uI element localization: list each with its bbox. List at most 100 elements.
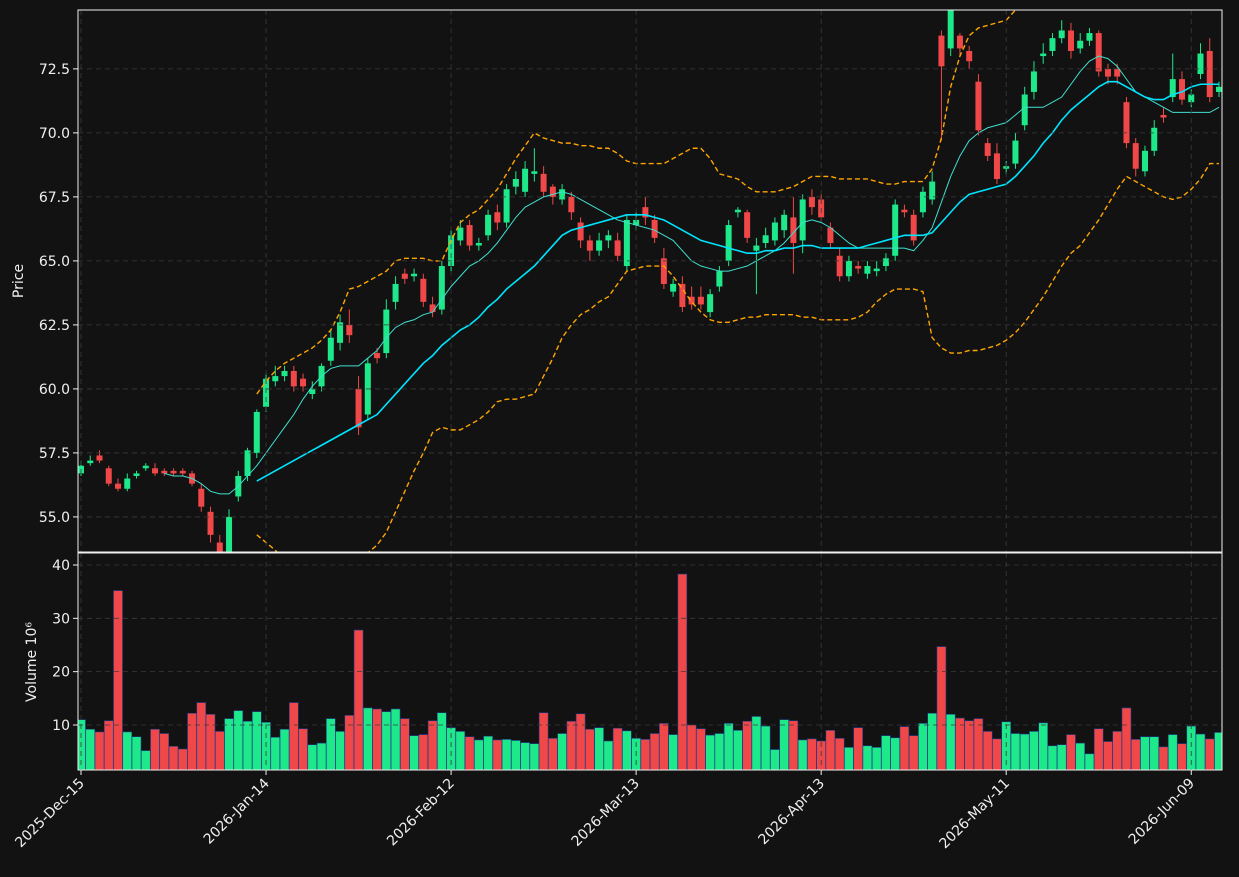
volume-bar <box>85 728 96 770</box>
candle-body <box>466 225 473 246</box>
volume-bar <box>871 747 882 770</box>
volume-bar <box>918 723 928 770</box>
candle-body <box>734 209 741 213</box>
candle-body <box>651 219 658 238</box>
volume-bar <box>298 728 308 770</box>
candle-body <box>1058 30 1065 39</box>
candle-body <box>374 353 381 359</box>
candle-body <box>1012 140 1019 164</box>
volume-bar <box>751 716 762 770</box>
candle-body <box>475 242 482 246</box>
volume-bar <box>409 735 419 770</box>
volume-bar <box>437 712 447 770</box>
y-tick-label: 20 <box>52 665 70 681</box>
volume-bar <box>270 736 281 770</box>
candle-body <box>1151 127 1158 151</box>
candle-body <box>901 209 908 213</box>
volume-bar <box>390 708 401 770</box>
volume-bar <box>890 737 900 770</box>
candle-body <box>697 296 704 305</box>
candle-body <box>309 388 316 395</box>
volume-bar <box>862 745 873 770</box>
volume-bar <box>1112 731 1123 770</box>
candle-body <box>855 266 862 269</box>
volume-bar <box>1167 734 1178 770</box>
volume-bar <box>492 739 503 770</box>
candle-body <box>781 214 788 231</box>
candle-body <box>142 465 149 469</box>
volume-bar <box>640 739 651 770</box>
volume-bar <box>779 719 789 770</box>
candle-body <box>790 217 797 243</box>
candle-body <box>559 189 566 200</box>
volume-bar <box>1038 722 1049 770</box>
volume-bar <box>788 720 799 770</box>
candle-body <box>771 222 778 241</box>
volume-bar <box>612 727 623 770</box>
candle-body <box>170 470 177 474</box>
volume-bar <box>326 718 336 770</box>
candle-body <box>1206 50 1213 98</box>
candle-body <box>1021 94 1028 126</box>
candle-body <box>873 268 880 272</box>
volume-bar <box>853 727 863 770</box>
candle-body <box>882 258 889 267</box>
volume-bar <box>307 744 318 770</box>
candle-body <box>531 171 538 174</box>
volume-bar <box>760 725 771 770</box>
candle-body <box>540 173 547 192</box>
candle-body <box>124 478 131 489</box>
candle-body <box>494 212 501 223</box>
volume-bar <box>696 728 706 770</box>
volume-bar <box>594 727 604 770</box>
volume-bar <box>400 718 410 770</box>
candle-body <box>892 204 899 256</box>
volume-bar <box>1103 741 1113 770</box>
volume-bar <box>94 731 105 770</box>
volume-bar <box>908 735 919 770</box>
candle-body <box>1049 38 1056 51</box>
volume-bar <box>834 738 845 770</box>
candle-body <box>827 227 834 243</box>
volume-bar <box>205 714 216 770</box>
candle-body <box>956 35 963 49</box>
candle-body <box>975 81 982 131</box>
candle-body <box>966 50 973 62</box>
candle-body <box>549 186 556 197</box>
volume-bar <box>1029 731 1039 770</box>
volume-bar <box>742 720 752 770</box>
candle-body <box>1169 79 1176 98</box>
volume-bar <box>131 736 142 770</box>
candle-body <box>1067 30 1074 51</box>
candle-body <box>568 196 575 213</box>
candle-body <box>1216 86 1222 92</box>
volume-bar <box>464 736 475 770</box>
volume-bar <box>659 723 669 770</box>
candle-body <box>383 309 390 354</box>
candle-body <box>1040 53 1047 57</box>
volume-bar <box>1130 739 1141 770</box>
volume-bar <box>936 646 947 770</box>
y-tick-label: 55.0 <box>39 510 70 526</box>
volume-axis-label: Volume 10⁶ <box>24 622 40 702</box>
volume-bar <box>899 726 910 770</box>
y-tick-label: 72.5 <box>39 62 70 78</box>
volume-bar <box>242 720 253 770</box>
candle-body <box>401 273 408 279</box>
volume-bar <box>1149 736 1160 770</box>
volume-bar <box>224 718 234 770</box>
candle-body <box>152 468 159 474</box>
candle-body <box>105 468 112 484</box>
candle-body <box>327 337 334 361</box>
candle-body <box>1132 143 1139 169</box>
volume-bar <box>1204 738 1215 770</box>
candle-body <box>605 235 612 241</box>
volume-bar <box>1093 728 1104 770</box>
volume-bar <box>714 733 725 770</box>
candle-body <box>984 143 991 156</box>
volume-bar <box>474 739 484 770</box>
volume-plot <box>78 573 1222 770</box>
candle-body <box>1104 68 1111 77</box>
candle-body <box>679 283 686 307</box>
volume-bar <box>538 712 549 770</box>
